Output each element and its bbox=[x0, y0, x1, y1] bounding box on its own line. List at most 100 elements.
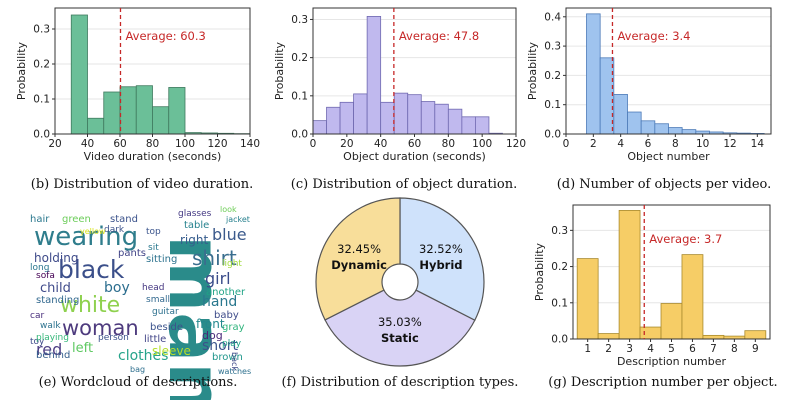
wordcloud-word: yellow bbox=[80, 227, 106, 236]
histogram-bar bbox=[88, 118, 104, 134]
pie-percent-label: 35.03% bbox=[378, 315, 422, 329]
wordcloud-word: small bbox=[146, 295, 170, 305]
caption-wordcloud: (e) Wordcloud of descriptions. bbox=[39, 375, 238, 390]
average-label: Average: 60.3 bbox=[125, 29, 205, 43]
wordcloud-word: jacket bbox=[225, 215, 250, 224]
histogram-bar bbox=[587, 14, 601, 134]
x-tick-label: 12 bbox=[723, 138, 736, 150]
caption-description-number: (g) Description number per object. bbox=[548, 375, 777, 390]
x-tick-label: 14 bbox=[751, 138, 765, 150]
x-tick-label: 40 bbox=[374, 138, 387, 150]
average-label: Average: 47.8 bbox=[399, 29, 479, 43]
y-tick-label: 0.2 bbox=[33, 59, 50, 71]
y-tick-label: 0.4 bbox=[544, 11, 561, 23]
x-tick-label: 0 bbox=[563, 138, 570, 150]
wordcloud-word: behind bbox=[36, 350, 70, 361]
x-tick-label: 60 bbox=[408, 138, 421, 150]
x-tick-label: 5 bbox=[668, 343, 675, 355]
wordcloud-word: standing bbox=[36, 295, 79, 306]
histogram-bar bbox=[600, 58, 614, 134]
x-tick-label: 20 bbox=[340, 138, 353, 150]
wordcloud-word: long bbox=[30, 263, 49, 273]
x-tick-label: 120 bbox=[506, 138, 526, 150]
histogram-bar bbox=[340, 102, 354, 134]
y-tick-label: 0.1 bbox=[33, 94, 50, 106]
x-axis-label: Video duration (seconds) bbox=[84, 150, 222, 163]
wordcloud-word: top bbox=[146, 227, 161, 237]
pie-percent-label: 32.52% bbox=[419, 242, 463, 256]
pie-category-label: Hybrid bbox=[419, 258, 462, 272]
histogram-bar bbox=[661, 304, 682, 339]
x-tick-label: 60 bbox=[113, 138, 126, 150]
histogram-bar bbox=[619, 210, 640, 339]
caption-objects-per-video: (d) Number of objects per video. bbox=[557, 177, 772, 192]
x-tick-label: 100 bbox=[175, 138, 195, 150]
wordcloud-word: baby bbox=[214, 310, 239, 321]
histogram-bar bbox=[394, 93, 408, 134]
x-tick-label: 7 bbox=[710, 343, 717, 355]
x-tick-label: 6 bbox=[645, 138, 652, 150]
x-tick-label: 0 bbox=[310, 138, 317, 150]
wordcloud-word: hair bbox=[30, 214, 50, 225]
wordcloud-word: head bbox=[142, 283, 164, 293]
x-tick-label: 40 bbox=[81, 138, 94, 150]
x-tick-label: 6 bbox=[689, 343, 696, 355]
histogram-bar bbox=[435, 104, 449, 134]
histogram-bar bbox=[614, 94, 628, 134]
x-axis-label: Description number bbox=[617, 355, 727, 368]
wordcloud-word: gray bbox=[222, 322, 245, 333]
y-tick-label: 0.3 bbox=[544, 41, 561, 53]
wordcloud-word: another bbox=[206, 287, 246, 298]
histogram-bar bbox=[682, 130, 696, 134]
histogram-bar bbox=[153, 107, 169, 134]
x-tick-label: 140 bbox=[240, 138, 260, 150]
x-tick-label: 10 bbox=[696, 138, 709, 150]
x-tick-label: 1 bbox=[584, 343, 591, 355]
y-tick-label: 0.1 bbox=[551, 297, 568, 309]
wordcloud-word: walk bbox=[40, 321, 61, 331]
average-label: Average: 3.7 bbox=[649, 232, 722, 246]
pie-category-label: Dynamic bbox=[331, 258, 387, 272]
x-axis-label: Object duration (seconds) bbox=[343, 150, 486, 163]
wordcloud-word: child bbox=[40, 281, 71, 296]
y-tick-label: 0.1 bbox=[291, 90, 308, 102]
wordcloud-word: dark bbox=[104, 225, 125, 235]
wordcloud-word: playing bbox=[36, 333, 69, 343]
histogram-bar bbox=[628, 112, 642, 134]
x-tick-label: 4 bbox=[617, 138, 624, 150]
wordcloud-word: green bbox=[62, 214, 91, 225]
histogram-bar bbox=[136, 86, 152, 134]
histogram-bar bbox=[682, 255, 703, 339]
y-axis-label: Probability bbox=[15, 41, 28, 100]
histogram-bar bbox=[640, 327, 661, 339]
y-axis-label: Probability bbox=[273, 41, 286, 100]
y-tick-label: 0.2 bbox=[291, 52, 308, 64]
histogram-bar bbox=[475, 117, 489, 134]
histogram-bar bbox=[313, 121, 327, 134]
wordcloud-word: back bbox=[230, 352, 239, 371]
y-axis-label: Probability bbox=[533, 242, 546, 301]
wordcloud-word: sitting bbox=[146, 254, 177, 265]
histogram-bar bbox=[703, 335, 724, 339]
x-tick-label: 120 bbox=[207, 138, 227, 150]
wordcloud-word: pants bbox=[118, 248, 146, 259]
histogram-bar bbox=[577, 259, 598, 339]
histogram-bar bbox=[669, 128, 683, 134]
histogram-bar bbox=[641, 121, 655, 134]
histogram-bar bbox=[421, 102, 435, 134]
wordcloud-word: dog bbox=[202, 329, 223, 342]
y-tick-label: 0.3 bbox=[291, 14, 308, 26]
x-tick-label: 3 bbox=[626, 343, 633, 355]
y-tick-label: 0.0 bbox=[551, 334, 568, 346]
y-axis-label: Probability bbox=[526, 41, 539, 100]
wordcloud-word: girl bbox=[205, 269, 231, 288]
histogram-bar bbox=[367, 16, 381, 134]
histogram-bar bbox=[169, 87, 185, 134]
caption-video-duration: (b) Distribution of video duration. bbox=[31, 177, 253, 192]
